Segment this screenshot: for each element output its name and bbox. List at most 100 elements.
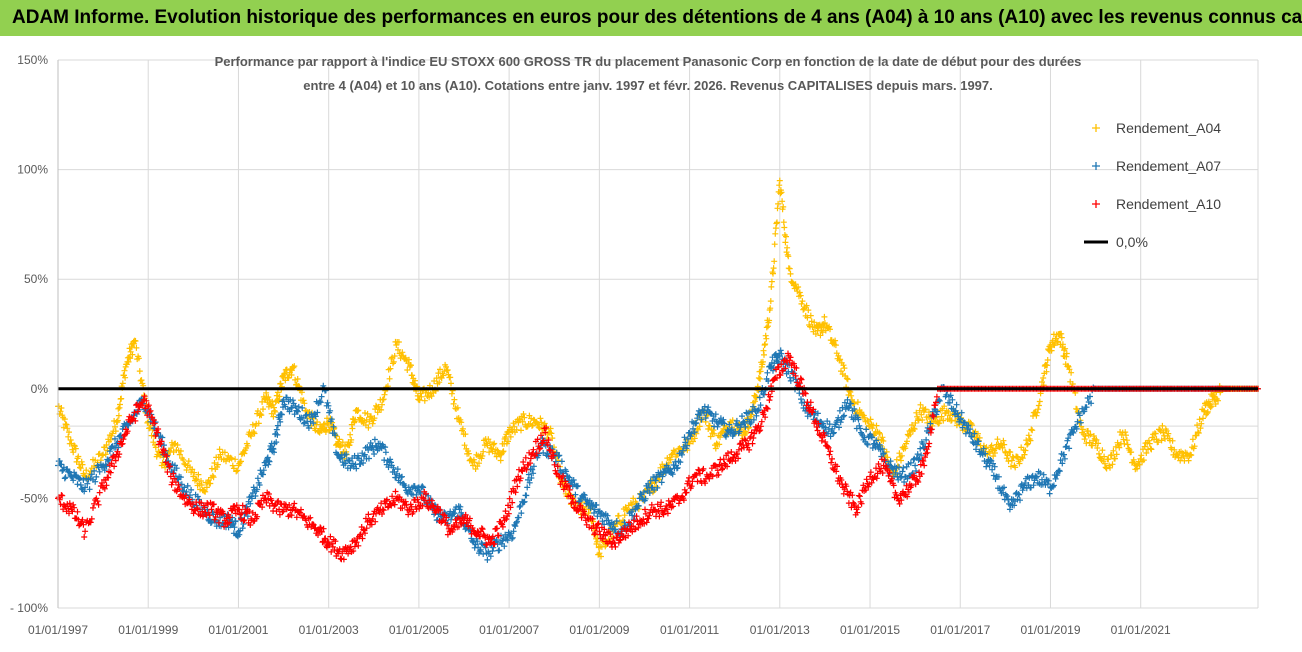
data-point: [241, 450, 248, 457]
data-point: [664, 506, 670, 513]
data-point: [265, 394, 272, 401]
data-point: [286, 502, 293, 508]
data-point: [530, 463, 537, 470]
data-point: [93, 473, 100, 480]
data-point: [83, 467, 90, 474]
data-point: [767, 305, 774, 312]
data-point: [510, 528, 517, 535]
data-point: [849, 492, 856, 499]
data-point: [369, 420, 376, 427]
data-point: [691, 429, 698, 436]
data-point: [226, 519, 233, 526]
data-point: [108, 460, 115, 467]
data-point: [1200, 415, 1206, 422]
data-point: [163, 453, 170, 460]
data-point: [236, 531, 243, 538]
data-point: [81, 534, 88, 540]
data-point: [645, 480, 652, 487]
data-point: [158, 438, 165, 445]
data-point: [843, 375, 850, 382]
data-point: [847, 400, 854, 407]
data-point: [1208, 403, 1215, 410]
data-point: [480, 531, 487, 538]
data-point: [340, 556, 347, 563]
data-point: [103, 442, 110, 448]
data-point: [443, 514, 450, 521]
data-point: [946, 399, 953, 406]
data-point: [787, 377, 794, 384]
data-point: [918, 470, 925, 477]
data-point: [546, 446, 553, 453]
data-point: [260, 406, 266, 413]
data-point: [795, 284, 802, 290]
data-point: [1037, 470, 1044, 477]
points-layer: [55, 177, 1261, 563]
data-point: [528, 415, 535, 422]
data-point: [825, 444, 832, 451]
data-point: [755, 406, 762, 413]
data-point: [371, 436, 378, 443]
data-point: [272, 408, 279, 415]
data-point: [560, 473, 566, 479]
data-point: [633, 513, 640, 520]
data-point: [384, 504, 391, 511]
grid-layer: [57, 59, 1259, 609]
data-point: [757, 375, 764, 382]
data-point: [814, 410, 821, 417]
data-point: [221, 449, 228, 456]
data-point: [551, 461, 558, 468]
data-point: [898, 497, 905, 504]
data-point: [66, 510, 72, 517]
data-point: [605, 517, 612, 524]
data-point: [460, 520, 467, 527]
data-point: [117, 401, 123, 408]
data-point: [524, 484, 531, 491]
data-point: [1212, 401, 1219, 407]
data-point: [320, 525, 327, 532]
data-point: [550, 452, 557, 459]
data-point: [787, 354, 794, 361]
data-point: [538, 432, 544, 439]
data-point: [258, 412, 265, 419]
data-point: [520, 459, 527, 465]
data-point: [958, 409, 965, 416]
data-point: [720, 456, 727, 463]
data-point: [879, 434, 886, 441]
data-point: [826, 451, 833, 458]
data-point: [736, 441, 743, 448]
data-point: [223, 515, 230, 522]
data-point: [496, 547, 503, 554]
data-point: [232, 518, 239, 524]
data-point: [1033, 473, 1040, 480]
data-point: [336, 436, 343, 443]
data-point: [1006, 506, 1013, 513]
data-point: [78, 458, 85, 465]
data-point: [144, 419, 151, 426]
data-point: [585, 510, 592, 517]
data-point: [869, 445, 876, 451]
data-point: [1160, 429, 1167, 436]
legend: Rendement_A04 Rendement_A07 Rendement_A10 0…: [1084, 120, 1221, 250]
data-point: [146, 408, 153, 415]
data-point: [834, 417, 841, 424]
data-point: [700, 465, 707, 472]
data-point: [210, 474, 217, 481]
data-point: [428, 393, 435, 400]
data-point: [164, 469, 171, 475]
data-point: [274, 389, 281, 396]
data-point: [876, 430, 883, 437]
data-point: [887, 458, 894, 465]
data-point: [310, 521, 317, 528]
data-point: [1185, 457, 1192, 464]
data-point: [58, 405, 65, 411]
data-point: [635, 502, 642, 509]
data-point: [920, 458, 927, 464]
data-point: [1052, 475, 1059, 482]
data-point: [259, 398, 266, 405]
data-point: [112, 457, 119, 464]
data-point: [278, 411, 285, 418]
data-point: [119, 440, 126, 447]
data-point: [830, 430, 837, 437]
data-point: [115, 454, 122, 460]
data-point: [1022, 480, 1029, 486]
